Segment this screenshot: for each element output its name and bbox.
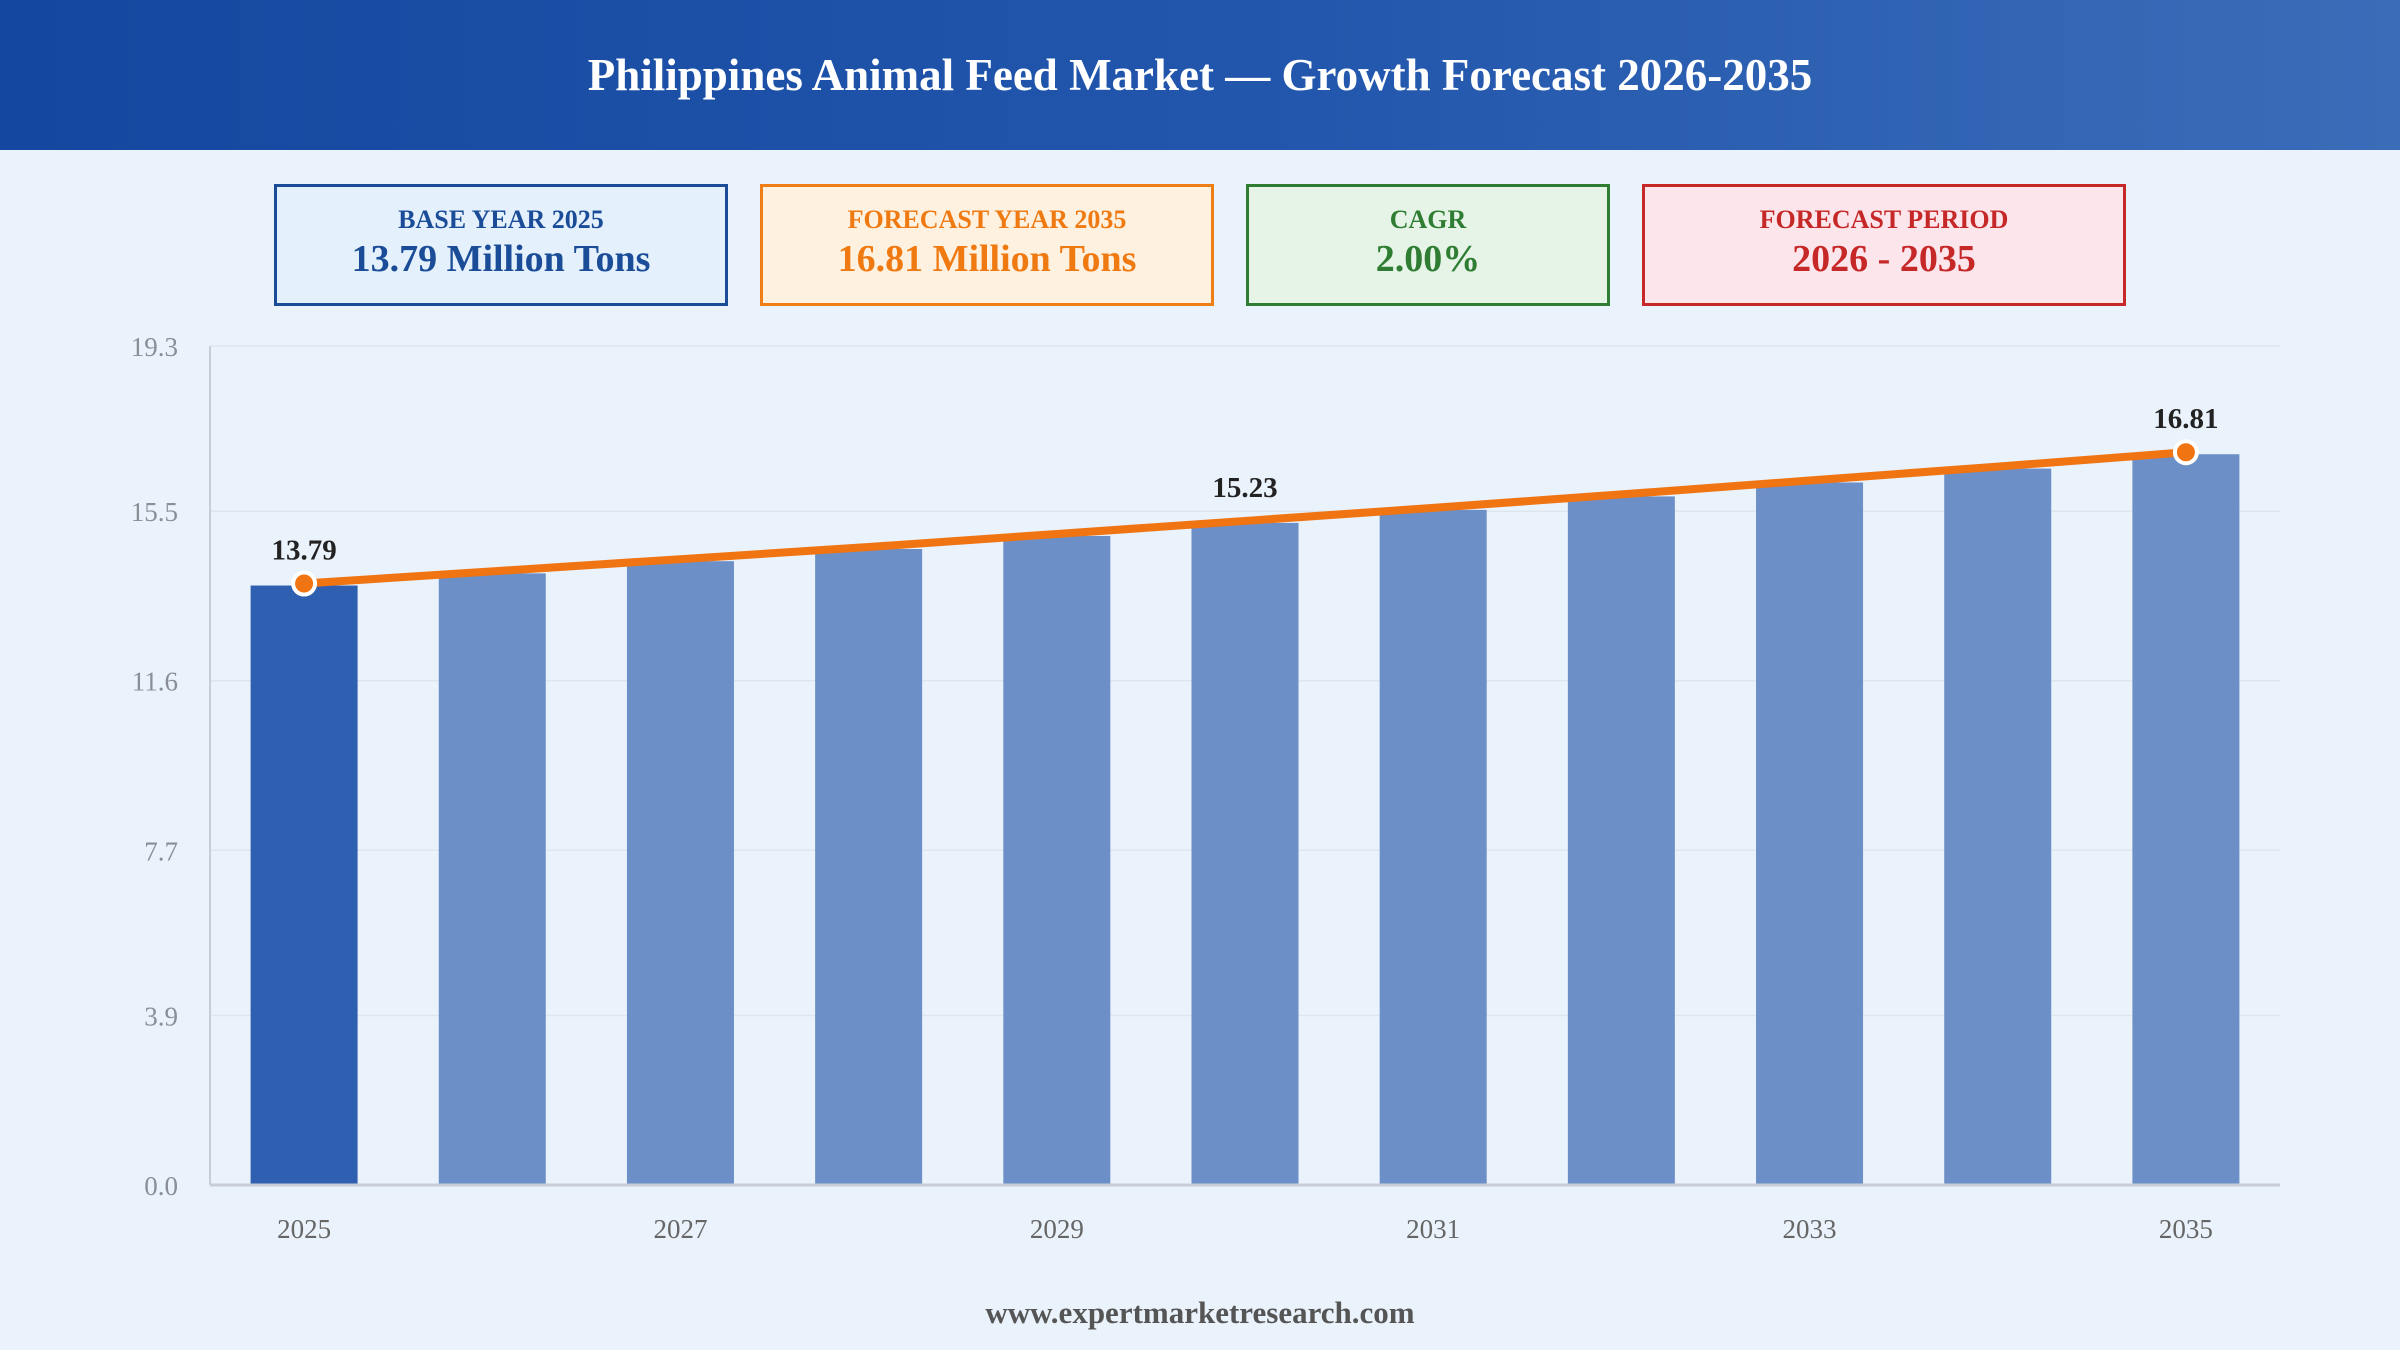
bar-2026: [438, 573, 546, 1185]
data-label: 15.23: [1212, 472, 1277, 504]
y-tick-label: 0.0: [144, 1171, 178, 1201]
kpi-card-cagr: CAGR 2.00%: [1246, 184, 1610, 306]
bar-2027: [626, 561, 734, 1185]
y-tick-label: 15.5: [131, 497, 178, 527]
x-tick-label: 2035: [2159, 1214, 2213, 1244]
x-tick-label: 2029: [1030, 1214, 1084, 1244]
x-tick-label: 2031: [1406, 1214, 1460, 1244]
trend-marker-2025: [291, 570, 318, 597]
y-tick-label: 11.6: [132, 667, 178, 697]
data-label: 16.81: [2153, 403, 2218, 435]
x-tick-label: 2033: [1783, 1214, 1837, 1244]
bar-2028: [815, 549, 923, 1185]
kpi-label: FORECAST PERIOD: [1759, 205, 2009, 235]
y-tick-label: 7.7: [144, 836, 178, 866]
x-tick-label: 2025: [277, 1214, 331, 1244]
bar-2032: [1567, 496, 1675, 1186]
data-label: 13.79: [271, 535, 336, 567]
trend-line: [300, 448, 2190, 588]
x-tick-label: 2027: [653, 1214, 707, 1244]
header-banner: Philippines Animal Feed Market — Growth …: [0, 0, 2400, 150]
bar-2031: [1379, 509, 1487, 1185]
bar-2035: [2132, 454, 2240, 1186]
y-tick-label: 19.3: [131, 332, 178, 362]
kpi-card-forecast-year: FORECAST YEAR 2035 16.81 Million Tons: [760, 184, 1214, 306]
kpi-label: CAGR: [1389, 205, 1467, 235]
source-footer: www.expertmarketresearch.com: [985, 1295, 1415, 1330]
bar-2034: [1944, 468, 2052, 1186]
bar-2030: [1191, 522, 1299, 1185]
y-tick-label: 3.9: [144, 1001, 178, 1031]
bar-2033: [1756, 482, 1864, 1186]
kpi-card-forecast-period: FORECAST PERIOD 2026 - 2035: [1642, 184, 2126, 306]
bar-2025: [250, 585, 358, 1185]
kpi-value: 16.81 Million Tons: [837, 238, 1137, 281]
kpi-label: FORECAST YEAR 2035: [847, 205, 1127, 235]
trend-marker-2035: [2172, 439, 2199, 466]
bar-2029: [1003, 535, 1111, 1185]
page-title: Philippines Animal Feed Market — Growth …: [587, 50, 1813, 100]
kpi-value: 2.00%: [1375, 238, 1481, 281]
kpi-value: 2026 - 2035: [1792, 238, 1976, 281]
kpi-label: BASE YEAR 2025: [398, 205, 604, 235]
kpi-value: 13.79 Million Tons: [351, 238, 651, 281]
kpi-card-base-year: BASE YEAR 2025 13.79 Million Tons: [274, 184, 728, 306]
